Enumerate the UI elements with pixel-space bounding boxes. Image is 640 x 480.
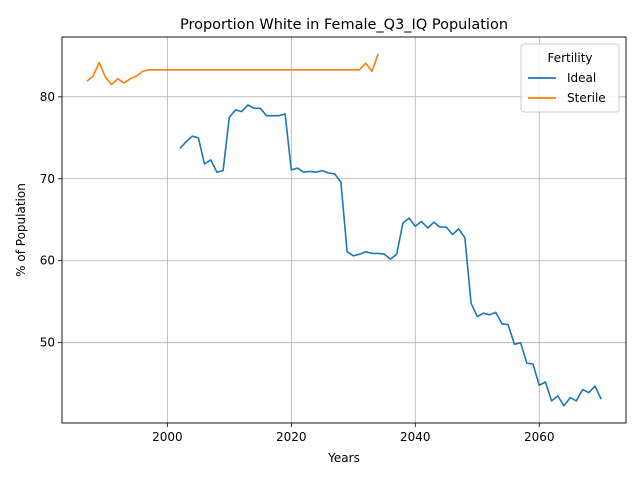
legend-box — [520, 43, 620, 113]
y-tick-label: 60 — [40, 254, 55, 268]
x-tick-label: 2020 — [276, 430, 307, 444]
y-tick-label: 70 — [40, 172, 55, 186]
y-tick-label: 50 — [40, 336, 55, 350]
series-line-sterile — [86, 53, 379, 86]
x-tick-label: 2000 — [152, 430, 183, 444]
x-axis-label: Years — [327, 451, 360, 465]
legend: Fertility Ideal Sterile — [520, 43, 620, 113]
legend-label-ideal: Ideal — [567, 71, 596, 85]
x-tick-label: 2040 — [400, 430, 431, 444]
y-axis-ticks: 50 60 70 80 — [40, 90, 62, 350]
series-line-ideal — [179, 104, 602, 407]
x-axis-ticks: 2000 2020 2040 2060 — [152, 423, 555, 444]
y-tick-label: 80 — [40, 90, 55, 104]
y-axis-label: % of Population — [14, 183, 28, 277]
legend-title: Fertility — [547, 51, 592, 65]
plot-area-frame — [61, 36, 627, 424]
x-tick-label: 2060 — [524, 430, 555, 444]
legend-label-sterile: Sterile — [567, 91, 606, 105]
chart-title: Proportion White in Female_Q3_IQ Populat… — [180, 17, 508, 33]
series-lines — [86, 53, 602, 407]
